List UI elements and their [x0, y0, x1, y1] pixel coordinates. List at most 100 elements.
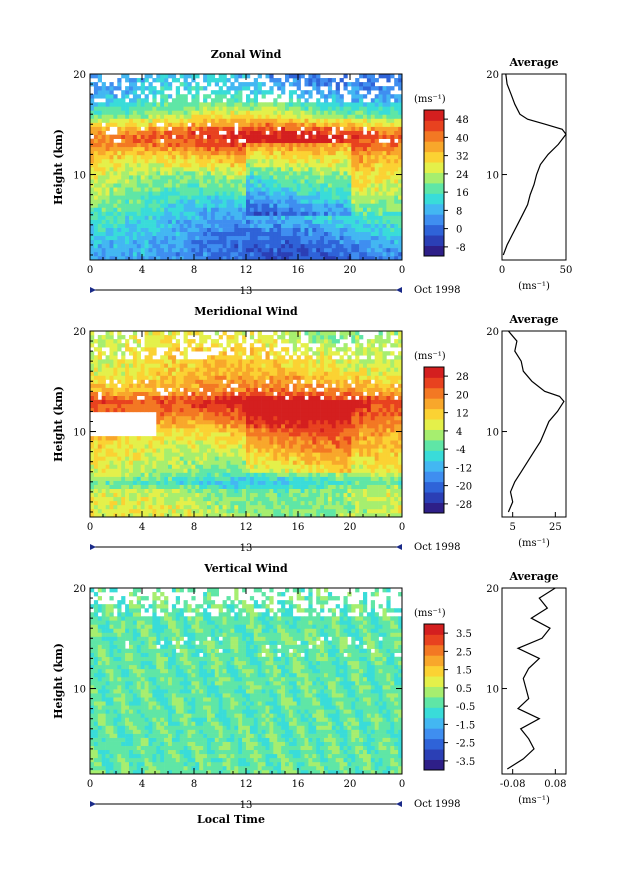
heatmap-cell [277, 243, 282, 249]
heatmap-cell [269, 183, 274, 188]
heatmap-cell [132, 154, 138, 160]
heatmap-cell [156, 158, 161, 164]
heatmap-cell [183, 167, 188, 172]
heatmap-cell [136, 215, 141, 220]
heatmap-cell [378, 90, 383, 95]
heatmap-cell [144, 480, 149, 485]
heatmap-cell [230, 504, 235, 510]
heatmap-cell [339, 504, 344, 510]
heatmap-cell [281, 158, 286, 164]
heatmap-cell [246, 110, 251, 115]
heatmap-cell [105, 460, 110, 465]
heatmap-cell [351, 219, 356, 224]
heatmap-cell [90, 74, 95, 79]
heatmap-cell [265, 223, 270, 228]
heatmap-cell [160, 508, 165, 514]
heatmap-cell [144, 158, 149, 164]
heatmap-cell [257, 500, 262, 506]
heatmap-cell [238, 167, 243, 172]
heatmap-cell [125, 90, 130, 95]
heatmap-cell [246, 183, 251, 188]
heatmap-cell [285, 114, 290, 119]
heatmap-cell [277, 187, 282, 192]
heatmap-cell [222, 255, 227, 261]
heatmap-cell [195, 162, 200, 168]
heatmap-cell [366, 78, 372, 83]
heatmap-cell [335, 199, 340, 204]
heatmap-cell [234, 78, 239, 83]
heatmap-cell [304, 187, 309, 192]
heatmap-cell [382, 460, 387, 465]
heatmap-cell [132, 102, 138, 107]
heatmap-cell [175, 134, 180, 139]
heatmap-cell [121, 130, 126, 135]
heatmap-cell [398, 492, 403, 498]
heatmap-cell [316, 460, 321, 465]
heatmap-cell [257, 150, 262, 156]
heatmap-cell [203, 500, 208, 506]
heatmap-cell [210, 488, 216, 494]
heatmap-cell [222, 227, 227, 232]
heatmap-cell [257, 492, 262, 498]
heatmap-cell [191, 476, 196, 481]
heatmap-cell [140, 179, 145, 184]
heatmap-cell [390, 464, 395, 469]
heatmap-cell [343, 488, 348, 494]
heatmap-cell [331, 235, 336, 241]
heatmap-cell [168, 134, 173, 139]
heatmap-cell [195, 158, 200, 164]
heatmap-cell [304, 142, 309, 148]
heatmap-cell [285, 251, 290, 257]
heatmap-cell [288, 239, 294, 245]
heatmap-cell [288, 110, 294, 115]
heatmap-cell [171, 126, 177, 131]
heatmap-cell [312, 86, 317, 91]
heatmap-cell [285, 171, 290, 176]
heatmap-cell [246, 464, 251, 469]
heatmap-cell [343, 492, 348, 498]
heatmap-cell [273, 150, 278, 156]
heatmap-cell [179, 211, 184, 216]
heatmap-cell [238, 255, 243, 261]
heatmap-cell [285, 138, 290, 144]
heatmap-cell [300, 512, 305, 518]
heatmap-cell [195, 464, 200, 469]
heatmap-cell [160, 223, 165, 228]
heatmap-cell [125, 512, 130, 518]
heatmap-cell [140, 480, 145, 485]
heatmap-cell [285, 476, 290, 481]
heatmap-cell [156, 199, 161, 204]
heatmap-cell [316, 150, 321, 156]
heatmap-cell [363, 464, 368, 469]
heatmap-cell [312, 504, 317, 510]
heatmap-cell [210, 251, 216, 257]
colorbar-swatch [424, 151, 444, 163]
heatmap-cell [90, 456, 95, 461]
heatmap-cell [324, 247, 329, 253]
heatmap-cell [261, 512, 266, 518]
heatmap-cell [183, 146, 188, 152]
heatmap-cell [378, 106, 383, 111]
heatmap-cell [129, 126, 134, 131]
heatmap-cell [90, 484, 95, 489]
heatmap-cell [265, 235, 270, 241]
heatmap-cell [281, 146, 286, 152]
heatmap-cell [105, 255, 110, 261]
heatmap-cell [156, 207, 161, 212]
heatmap-cell [386, 195, 391, 200]
heatmap-cell [390, 476, 395, 481]
heatmap-cell [273, 512, 278, 518]
heatmap-cell [230, 247, 235, 253]
heatmap-cell [382, 118, 387, 123]
heatmap-cell [246, 500, 251, 506]
heatmap-cell [316, 82, 321, 87]
heatmap-cell [203, 444, 208, 449]
heatmap-cell [214, 207, 219, 212]
heatmap-cell [347, 82, 352, 87]
heatmap-cell [242, 243, 247, 249]
heatmap-cell [363, 191, 368, 196]
heatmap-cell [90, 106, 95, 111]
heatmap-cell [370, 74, 375, 79]
heatmap-cell [285, 78, 290, 83]
heatmap-cell [363, 235, 368, 241]
